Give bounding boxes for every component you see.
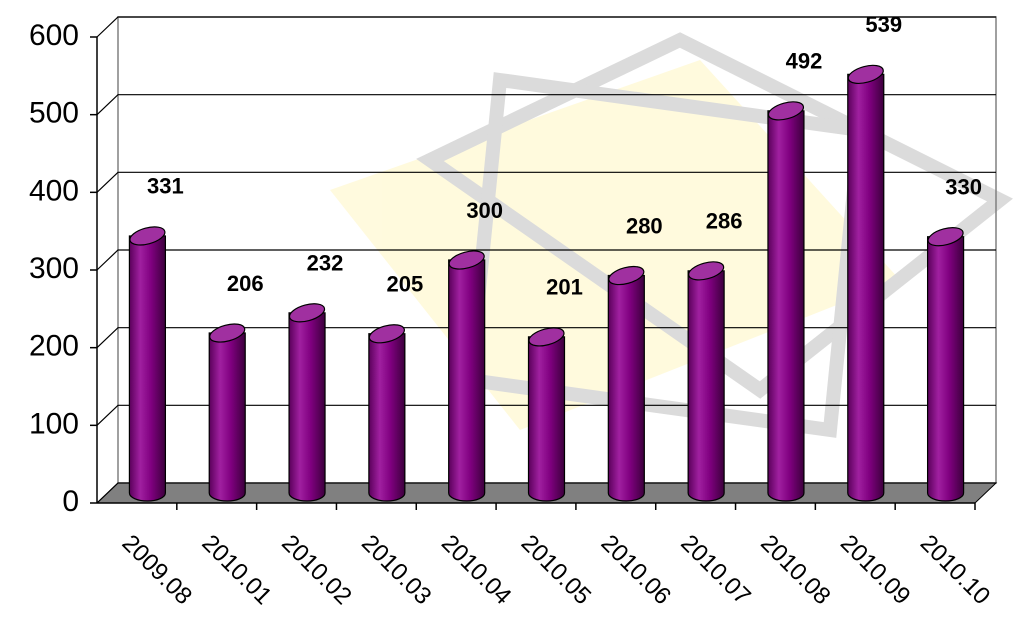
- y-tick-label: 600: [29, 19, 79, 52]
- x-tick-label: 2010.09: [835, 530, 915, 610]
- value-label: 492: [786, 49, 823, 74]
- bar-body: [129, 236, 165, 501]
- bar-body: [928, 237, 964, 501]
- x-tick-label: 2010.07: [675, 530, 755, 610]
- y-tick-label: 200: [29, 330, 79, 363]
- bar: [846, 62, 885, 501]
- value-label: 280: [626, 213, 663, 238]
- grid-line: [97, 17, 996, 37]
- x-tick-label: 2010.01: [196, 530, 276, 610]
- bar-body: [289, 313, 325, 501]
- bar: [766, 98, 805, 501]
- bar: [607, 263, 646, 501]
- bar-body: [449, 260, 485, 501]
- bar-body: [369, 334, 405, 501]
- bar-body: [688, 271, 724, 501]
- x-tick-label: 2010.03: [356, 530, 436, 610]
- bar-body: [848, 74, 884, 501]
- bar: [687, 258, 726, 501]
- y-tick-label: 400: [29, 174, 79, 207]
- chart: 0 100 200 300 400 500 600 2009.082010.012010.02…: [0, 0, 1015, 624]
- bar-body: [608, 276, 644, 501]
- value-label: 201: [546, 275, 583, 300]
- x-tick-label: 2010.06: [596, 530, 676, 610]
- value-label: 539: [865, 12, 902, 37]
- bar: [926, 224, 965, 501]
- x-tick-label: 2010.08: [755, 530, 835, 610]
- value-label: 300: [466, 198, 503, 223]
- page: 0 100 200 300 400 500 600 2009.082010.012010.02…: [0, 0, 1015, 624]
- value-label: 205: [387, 272, 424, 297]
- value-label: 232: [307, 251, 344, 276]
- value-label: 331: [147, 174, 184, 199]
- bar-body: [529, 337, 565, 501]
- bar: [527, 325, 566, 501]
- y-tick-label: 300: [29, 252, 79, 285]
- background-art: [330, 40, 1000, 430]
- value-label: 330: [945, 175, 982, 200]
- value-label: 286: [706, 209, 743, 234]
- x-tick-label: 2010.10: [915, 530, 995, 610]
- bar: [367, 321, 406, 501]
- x-tick-label: 2010.05: [516, 530, 596, 610]
- bar-body: [209, 333, 245, 501]
- y-tick-label: 0: [62, 485, 79, 518]
- x-tick-label: 2010.02: [276, 530, 356, 610]
- x-tick-label: 2009.08: [117, 530, 197, 610]
- bar: [447, 248, 486, 501]
- y-tick-label: 100: [29, 407, 79, 440]
- y-tick-label: 500: [29, 97, 79, 130]
- value-label: 206: [227, 271, 264, 296]
- bar: [288, 300, 327, 501]
- bar: [128, 224, 167, 501]
- bar: [208, 321, 247, 501]
- bar-body: [768, 111, 804, 501]
- x-tick-label: 2010.04: [436, 530, 516, 610]
